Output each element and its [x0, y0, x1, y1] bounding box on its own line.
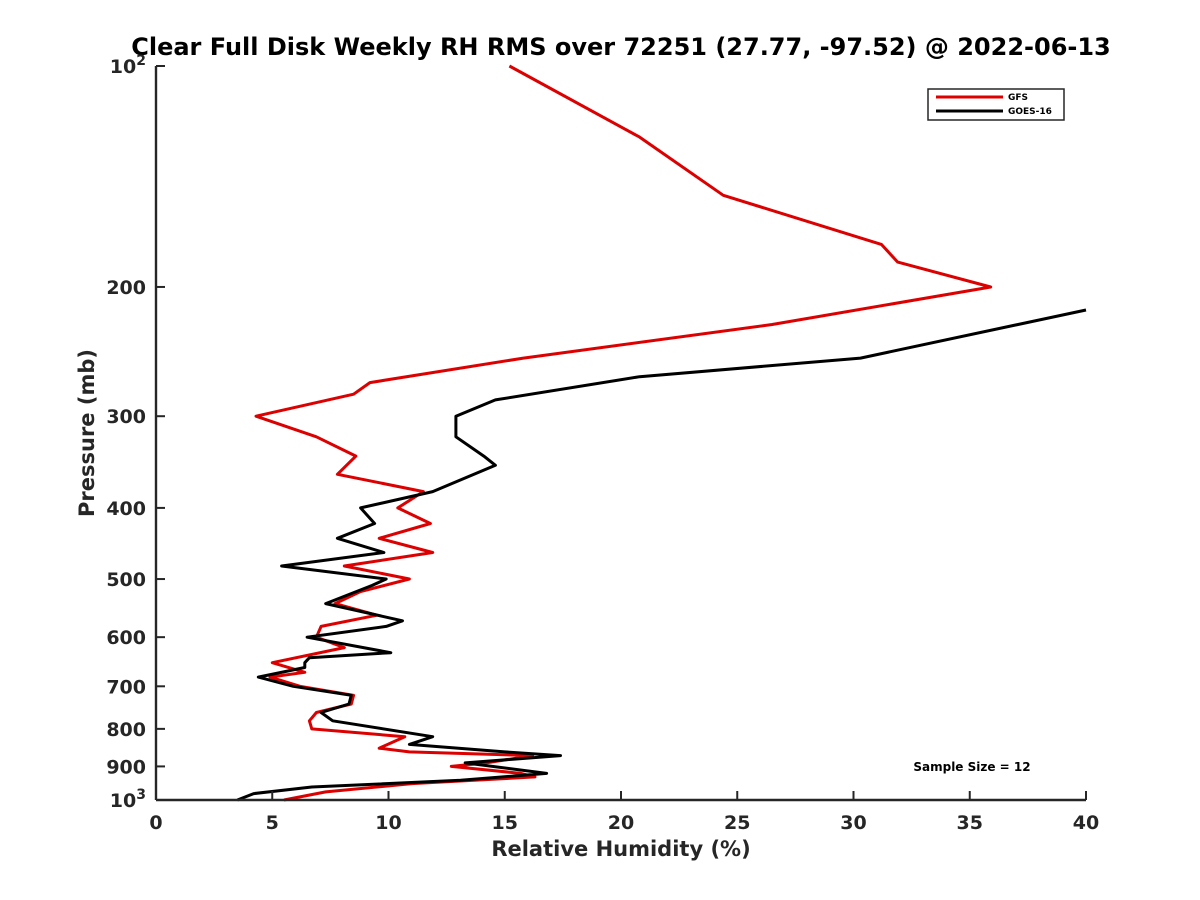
x-axis-label: Relative Humidity (%): [491, 837, 750, 861]
y-axis-ticks: 102 200 300 400 500 600 700 800 900 103: [106, 53, 165, 812]
y-tick-label: 500: [106, 569, 146, 591]
x-tick-label: 35: [957, 812, 983, 834]
y-tick-label: 700: [106, 676, 146, 698]
legend-box: [927, 88, 1065, 121]
x-tick-label: 0: [149, 812, 162, 834]
y-tick-label: 103: [110, 787, 146, 812]
x-tick-label: 5: [266, 812, 279, 834]
series-layer: [236, 64, 1087, 802]
y-tick-label: 800: [106, 719, 146, 741]
axes: [154, 66, 1086, 802]
chart-title: Clear Full Disk Weekly RH RMS over 72251…: [131, 33, 1111, 61]
y-tick-label: 200: [106, 277, 146, 299]
y-axis-label: Pressure (mb): [75, 349, 99, 517]
series-line-goes16: [236, 308, 1087, 802]
sample-size-annotation: Sample Size = 12: [913, 760, 1030, 774]
y-tick-label: 600: [106, 627, 146, 649]
x-tick-label: 30: [840, 812, 866, 834]
x-tick-label: 10: [375, 812, 401, 834]
series-line-gfs: [254, 64, 993, 802]
x-tick-label: 15: [492, 812, 518, 834]
legend-label-goes16: GOES-16: [1008, 107, 1052, 117]
y-tick-label: 102: [110, 53, 146, 78]
y-tick-label: 300: [106, 406, 146, 428]
y-tick-label: 900: [106, 756, 146, 778]
y-tick-label: 400: [106, 498, 146, 520]
x-tick-label: 25: [724, 812, 750, 834]
x-tick-label: 40: [1073, 812, 1099, 834]
legend: GFS GOES-16: [927, 88, 1065, 121]
x-axis-ticks: 0 5 10 15 20 25 30 35 40: [149, 791, 1099, 834]
legend-label-gfs: GFS: [1008, 93, 1028, 103]
x-tick-label: 20: [608, 812, 634, 834]
